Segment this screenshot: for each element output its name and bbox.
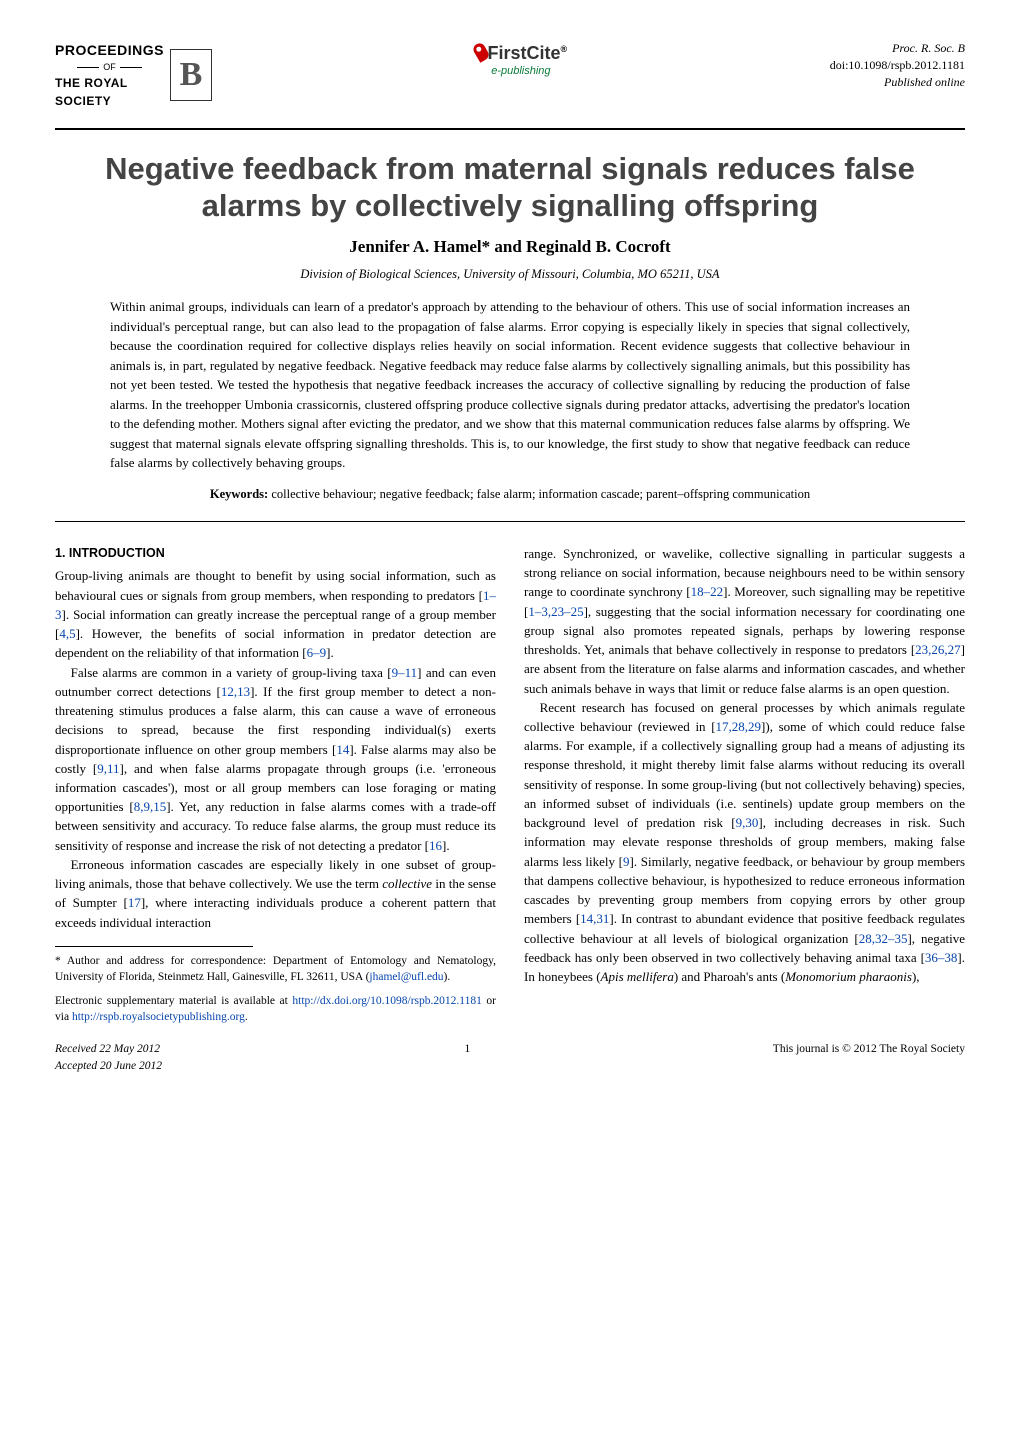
footnote-divider (55, 946, 253, 947)
logo-line1: PROCEEDINGS (55, 40, 164, 60)
logo-letter-b: B (170, 49, 212, 101)
ref-link[interactable]: 28,32–35 (859, 931, 908, 946)
ref-link[interactable]: 9–11 (392, 665, 418, 680)
header: PROCEEDINGS OF THE ROYAL SOCIETY B First… (55, 40, 965, 110)
keywords-label: Keywords: (210, 487, 268, 501)
journal-meta: Proc. R. Soc. B doi:10.1098/rspb.2012.11… (830, 40, 965, 90)
ref-link[interactable]: 8,9,15 (134, 799, 167, 814)
ref-link[interactable]: 6–9 (307, 645, 327, 660)
ref-link[interactable]: 14,31 (580, 911, 609, 926)
intro-para-1: Group-living animals are thought to bene… (55, 566, 496, 662)
journal-logo: PROCEEDINGS OF THE ROYAL SOCIETY B (55, 40, 212, 110)
right-column: range. Synchronized, or wavelike, collec… (524, 544, 965, 1025)
section-heading: 1. INTRODUCTION (55, 544, 496, 563)
article-title: Negative feedback from maternal signals … (95, 150, 925, 224)
ref-link[interactable]: 18–22 (691, 584, 724, 599)
intro-para-4: Recent research has focused on general p… (524, 698, 965, 987)
logo-line3: THE ROYAL (55, 75, 164, 92)
correspondence-footnote: * Author and address for correspondence:… (55, 953, 496, 985)
affiliation: Division of Biological Sciences, Univers… (55, 265, 965, 283)
keywords: Keywords: collective behaviour; negative… (115, 485, 905, 503)
firstcite-text: FirstCite (488, 43, 561, 63)
keywords-text: collective behaviour; negative feedback;… (268, 487, 810, 501)
species-name: Apis mellifera (601, 969, 674, 984)
page-number: 1 (447, 1041, 487, 1074)
published-online: Published online (830, 74, 965, 91)
ref-link[interactable]: 9,11 (97, 761, 119, 776)
top-divider (55, 128, 965, 130)
firstcite-sup: ® (561, 44, 568, 54)
ref-link[interactable]: 9,30 (736, 815, 759, 830)
left-column: 1. INTRODUCTION Group-living animals are… (55, 544, 496, 1025)
firstcite-logo: FirstCite® e-publishing (475, 40, 568, 80)
doi: doi:10.1098/rspb.2012.1181 (830, 57, 965, 74)
logo-line4: SOCIETY (55, 93, 164, 110)
firstcite-sub: e-publishing (475, 64, 568, 80)
logo-text: PROCEEDINGS OF THE ROYAL SOCIETY (55, 40, 164, 110)
page-footer: Received 22 May 2012 Accepted 20 June 20… (55, 1041, 965, 1074)
intro-para-3: Erroneous information cascades are espec… (55, 855, 496, 932)
supplementary-footnote: Electronic supplementary material is ava… (55, 993, 496, 1025)
mid-divider (55, 521, 965, 522)
received-date: Received 22 May 2012 (55, 1041, 162, 1058)
species-name: Monomorium pharaonis (785, 969, 912, 984)
copyright: This journal is © 2012 The Royal Society (773, 1041, 965, 1074)
accepted-date: Accepted 20 June 2012 (55, 1058, 162, 1075)
ref-link[interactable]: 23,26,27 (915, 642, 961, 657)
ref-link[interactable]: 1–3,23–25 (528, 604, 583, 619)
journal-link[interactable]: http://rspb.royalsocietypublishing.org (72, 1011, 245, 1023)
intro-para-3-cont: range. Synchronized, or wavelike, collec… (524, 544, 965, 698)
ref-link[interactable]: 17 (128, 895, 141, 910)
journal-name: Proc. R. Soc. B (830, 40, 965, 57)
doi-link[interactable]: http://dx.doi.org/10.1098/rspb.2012.1181 (292, 995, 481, 1007)
abstract: Within animal groups, individuals can le… (110, 297, 910, 473)
firstcite-title: FirstCite® (475, 40, 568, 66)
body-columns: 1. INTRODUCTION Group-living animals are… (55, 544, 965, 1025)
ref-link[interactable]: 12,13 (221, 684, 250, 699)
ref-link[interactable]: 17,28,29 (716, 719, 762, 734)
email-link[interactable]: jhamel@ufl.edu (369, 971, 443, 983)
logo-line2: OF (55, 61, 164, 74)
ref-link[interactable]: 4,5 (59, 626, 75, 641)
ref-link[interactable]: 36–38 (925, 950, 958, 965)
footer-dates: Received 22 May 2012 Accepted 20 June 20… (55, 1041, 162, 1074)
intro-para-2: False alarms are common in a variety of … (55, 663, 496, 855)
authors: Jennifer A. Hamel* and Reginald B. Cocro… (55, 235, 965, 260)
ref-link[interactable]: 14 (336, 742, 349, 757)
ref-link[interactable]: 16 (429, 838, 442, 853)
